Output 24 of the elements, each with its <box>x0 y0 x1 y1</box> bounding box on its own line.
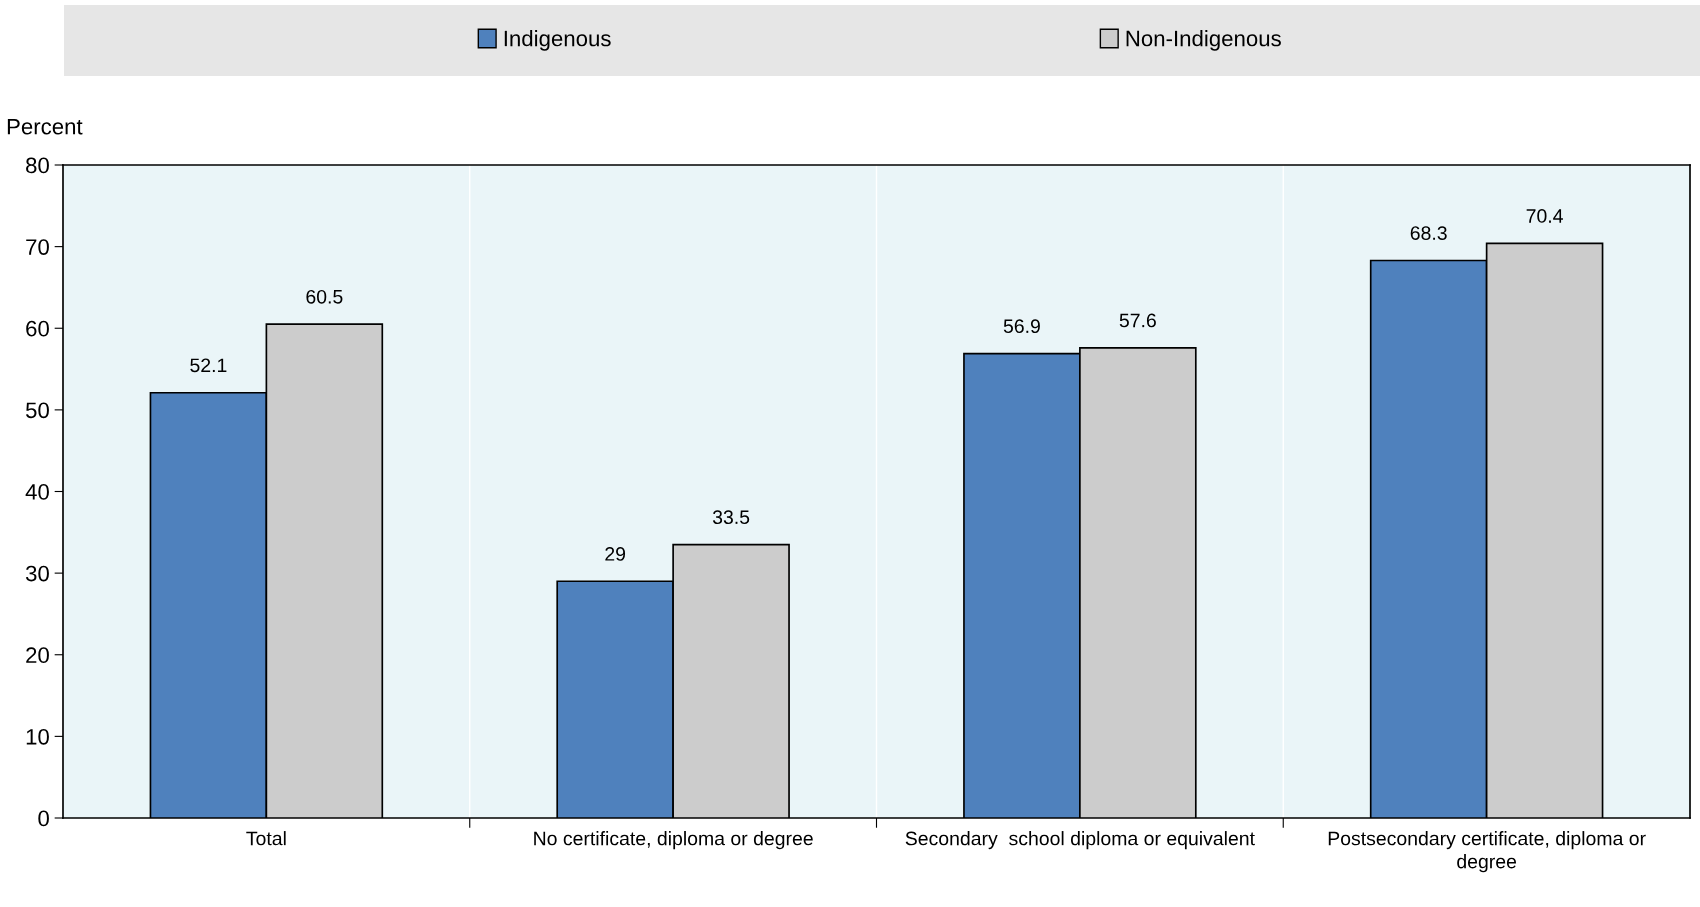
data-label: 52.1 <box>190 358 227 373</box>
y-axis-title: Percent <box>7 118 83 135</box>
x-tick-label: Secondary school diploma or equivalent <box>905 831 1255 850</box>
y-tick-label: 0 <box>38 810 49 827</box>
data-label: 29 <box>605 547 626 561</box>
data-label: 56.9 <box>1003 319 1040 334</box>
legend-label: Non-Indigenous <box>1126 30 1281 51</box>
y-tick-label: 70 <box>26 239 49 255</box>
y-tick-label: 80 <box>26 157 49 174</box>
x-tick-label: Postsecondary certificate, diploma or degree <box>1328 831 1646 873</box>
data-label: 68.3 <box>1410 226 1447 240</box>
y-tick-label: 60 <box>26 320 49 337</box>
y-tick-label: 40 <box>25 484 49 500</box>
y-tick-label: 50 <box>25 402 49 419</box>
x-tick-label: Total <box>246 831 286 846</box>
legend-label: Indigenous <box>504 30 611 51</box>
data-label: 70.4 <box>1526 209 1563 223</box>
data-label: 60.5 <box>306 289 343 304</box>
data-label: 33.5 <box>712 510 750 525</box>
y-tick-label: 30 <box>25 565 49 582</box>
data-label: 57.6 <box>1119 313 1156 328</box>
x-tick-label: No certificate, diploma or degree <box>534 831 813 850</box>
y-tick-label: 10 <box>26 728 49 745</box>
y-tick-label: 20 <box>26 647 49 664</box>
